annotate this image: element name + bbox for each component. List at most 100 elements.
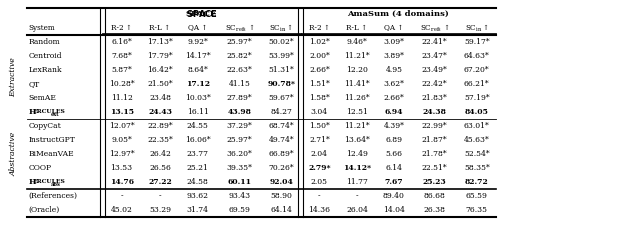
Text: 26.38: 26.38 bbox=[424, 206, 445, 214]
Text: Random: Random bbox=[29, 38, 61, 46]
Text: 1.51*: 1.51* bbox=[309, 80, 330, 88]
Text: 11.26*: 11.26* bbox=[344, 94, 370, 102]
Text: 13.15: 13.15 bbox=[109, 108, 134, 116]
Text: 26.04: 26.04 bbox=[346, 206, 368, 214]
Text: 14.12*: 14.12* bbox=[343, 164, 371, 172]
Text: 59.67*: 59.67* bbox=[269, 94, 294, 102]
Text: 21.50*: 21.50* bbox=[147, 80, 173, 88]
Text: 7.68*: 7.68* bbox=[111, 52, 132, 60]
Text: 84.27: 84.27 bbox=[271, 108, 292, 116]
Text: SC$_{\mathregular{refs}}$ ↑: SC$_{\mathregular{refs}}$ ↑ bbox=[225, 22, 254, 34]
Text: AmaSum (4 domains): AmaSum (4 domains) bbox=[348, 10, 449, 18]
Text: 6.14: 6.14 bbox=[385, 164, 403, 172]
Text: ext: ext bbox=[51, 112, 59, 117]
Text: 12.51: 12.51 bbox=[346, 108, 368, 116]
Text: $\mathbf{S}$$\mathbf{PACE}$: $\mathbf{S}$$\mathbf{PACE}$ bbox=[186, 8, 218, 20]
Text: 8.64*: 8.64* bbox=[188, 66, 208, 74]
Text: 58.90: 58.90 bbox=[271, 192, 292, 200]
Text: 22.42*: 22.42* bbox=[422, 80, 447, 88]
Text: 9.92*: 9.92* bbox=[188, 38, 208, 46]
Text: 16.11: 16.11 bbox=[187, 108, 209, 116]
Text: 76.35: 76.35 bbox=[466, 206, 488, 214]
Text: 5.87*: 5.87* bbox=[111, 66, 132, 74]
Text: 2.66*: 2.66* bbox=[383, 94, 404, 102]
Text: 49.74*: 49.74* bbox=[269, 136, 294, 144]
Text: 27.89*: 27.89* bbox=[227, 94, 252, 102]
Text: 93.62: 93.62 bbox=[187, 192, 209, 200]
Text: 12.07*: 12.07* bbox=[109, 122, 134, 130]
Text: 25.21: 25.21 bbox=[187, 164, 209, 172]
Text: ERCULES: ERCULES bbox=[32, 109, 65, 114]
Text: 10.03*: 10.03* bbox=[185, 94, 211, 102]
Text: 2.00*: 2.00* bbox=[309, 52, 330, 60]
Text: 39.35*: 39.35* bbox=[227, 164, 252, 172]
Text: Extractive: Extractive bbox=[10, 57, 17, 97]
Text: 65.59: 65.59 bbox=[466, 192, 488, 200]
Text: H: H bbox=[29, 108, 36, 116]
Text: 13.64*: 13.64* bbox=[344, 136, 370, 144]
Text: 24.58: 24.58 bbox=[187, 178, 209, 186]
Text: 4.39*: 4.39* bbox=[383, 122, 404, 130]
Text: CopyCat: CopyCat bbox=[29, 122, 61, 130]
Text: ERCULES: ERCULES bbox=[32, 179, 65, 184]
Text: 22.51*: 22.51* bbox=[422, 164, 447, 172]
Text: -: - bbox=[356, 192, 358, 200]
Text: 14.76: 14.76 bbox=[109, 178, 134, 186]
Text: SemAE: SemAE bbox=[29, 94, 57, 102]
Text: R-L ↑: R-L ↑ bbox=[346, 24, 368, 32]
Text: 58.35*: 58.35* bbox=[464, 164, 490, 172]
Text: 5.66: 5.66 bbox=[385, 150, 403, 158]
Text: 14.36: 14.36 bbox=[308, 206, 330, 214]
Text: InstructGPT: InstructGPT bbox=[29, 136, 76, 144]
Text: Abstractive: Abstractive bbox=[10, 132, 17, 176]
Text: 50.02*: 50.02* bbox=[269, 38, 294, 46]
Text: 7.67: 7.67 bbox=[385, 178, 403, 186]
Text: QA ↑: QA ↑ bbox=[384, 24, 404, 32]
Text: 25.23: 25.23 bbox=[422, 178, 447, 186]
Text: COOP: COOP bbox=[29, 164, 52, 172]
Text: 21.83*: 21.83* bbox=[422, 94, 447, 102]
Text: (Oracle): (Oracle) bbox=[29, 206, 60, 214]
Text: 24.43: 24.43 bbox=[148, 108, 172, 116]
Text: 60.11: 60.11 bbox=[227, 178, 252, 186]
Text: 22.99*: 22.99* bbox=[422, 122, 447, 130]
Text: 2.79*: 2.79* bbox=[308, 164, 331, 172]
Text: 70.26*: 70.26* bbox=[269, 164, 294, 172]
Text: 26.56: 26.56 bbox=[149, 164, 171, 172]
Text: 1.58*: 1.58* bbox=[309, 94, 330, 102]
Text: -: - bbox=[120, 192, 123, 200]
Text: 64.63*: 64.63* bbox=[464, 52, 490, 60]
Text: 17.13*: 17.13* bbox=[147, 38, 173, 46]
Text: 25.97*: 25.97* bbox=[227, 136, 252, 144]
Text: System: System bbox=[29, 24, 56, 32]
Text: SPACE: SPACE bbox=[186, 10, 217, 18]
Text: BiMeanVAE: BiMeanVAE bbox=[29, 150, 74, 158]
Text: 66.21*: 66.21* bbox=[464, 80, 490, 88]
Text: 4.95: 4.95 bbox=[385, 66, 403, 74]
Text: 17.12: 17.12 bbox=[186, 80, 210, 88]
Text: 84.05: 84.05 bbox=[465, 108, 489, 116]
Text: SC$_{\mathregular{refs}}$ ↑: SC$_{\mathregular{refs}}$ ↑ bbox=[420, 22, 449, 34]
Text: 25.82*: 25.82* bbox=[227, 52, 252, 60]
Text: 6.89: 6.89 bbox=[385, 136, 403, 144]
Text: 1.50*: 1.50* bbox=[309, 122, 330, 130]
Text: 24.55: 24.55 bbox=[187, 122, 209, 130]
Text: 53.99*: 53.99* bbox=[269, 52, 294, 60]
Text: 9.46*: 9.46* bbox=[347, 38, 367, 46]
Text: 92.04: 92.04 bbox=[269, 178, 294, 186]
Text: 14.04: 14.04 bbox=[383, 206, 405, 214]
Text: 63.01*: 63.01* bbox=[464, 122, 490, 130]
Text: 68.74*: 68.74* bbox=[269, 122, 294, 130]
Text: 43.98: 43.98 bbox=[227, 108, 252, 116]
Text: 93.43: 93.43 bbox=[228, 192, 250, 200]
Text: 22.89*: 22.89* bbox=[147, 122, 173, 130]
Text: -: - bbox=[159, 192, 161, 200]
Text: 6.16*: 6.16* bbox=[111, 38, 132, 46]
Text: 23.47*: 23.47* bbox=[422, 52, 447, 60]
Text: 36.20*: 36.20* bbox=[227, 150, 252, 158]
Text: 16.06*: 16.06* bbox=[185, 136, 211, 144]
Text: QT: QT bbox=[29, 80, 40, 88]
Text: (References): (References) bbox=[29, 192, 78, 200]
Text: 21.78*: 21.78* bbox=[422, 150, 447, 158]
Text: H: H bbox=[29, 178, 36, 186]
